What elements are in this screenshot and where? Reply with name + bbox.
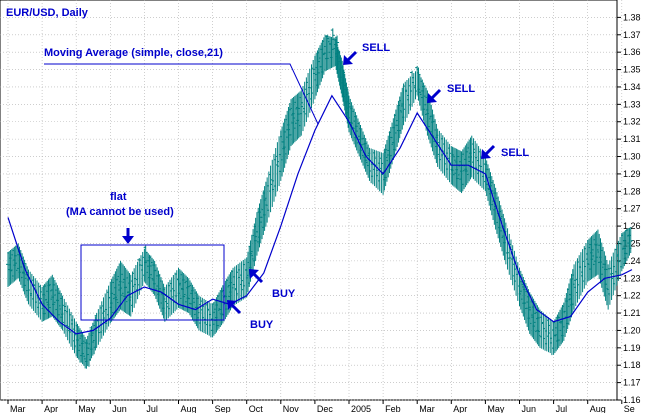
x-tick-label: Apr xyxy=(44,404,58,413)
y-tick-label: 1.24 xyxy=(623,256,641,266)
x-tick-label: Jul xyxy=(556,404,568,413)
plot-frame xyxy=(0,0,618,401)
y-tick-label: 1.16 xyxy=(623,395,641,405)
y-tick-label: 1.17 xyxy=(623,378,641,388)
y-tick-label: 1.20 xyxy=(623,325,641,335)
x-tick-label: May xyxy=(78,404,96,413)
x-tick-label: Mar xyxy=(10,404,26,413)
y-tick-label: 1.35 xyxy=(623,65,641,75)
x-tick-label: Sep xyxy=(215,404,231,413)
y-tick-label: 1.32 xyxy=(623,117,641,127)
y-tick-label: 1.33 xyxy=(623,99,641,109)
flat-title: flat xyxy=(110,191,127,203)
x-tick-label: 2005 xyxy=(351,404,371,413)
ma-annotation-leader xyxy=(44,63,319,125)
sell-label-1: SELL xyxy=(362,42,390,54)
ohlc-bar xyxy=(628,226,633,254)
y-tick-label: 1.30 xyxy=(623,152,641,162)
sell-arrow-icon-3 xyxy=(481,144,496,159)
y-tick-label: 1.19 xyxy=(623,343,641,353)
ohlc-bar xyxy=(335,35,340,74)
x-tick-label: Mar xyxy=(419,404,435,413)
x-tick-label: Dec xyxy=(317,404,334,413)
y-tick-label: 1.29 xyxy=(623,169,641,179)
buy-label-2: BUY xyxy=(250,319,274,331)
y-tick-label: 1.23 xyxy=(623,273,641,283)
x-axis-ticks: Mar Apr May Jun Jul Aug Sep Oct Nov Dec 2005 Feb Mar… xyxy=(7,400,635,413)
buy-arrow-icon-1 xyxy=(249,269,264,284)
y-tick-label: 1.22 xyxy=(623,291,641,301)
y-tick-label: 1.38 xyxy=(623,12,641,22)
moving-average-line-group xyxy=(7,94,633,335)
flat-subtitle: (MA cannot be used) xyxy=(66,206,174,218)
x-tick-label: Nov xyxy=(283,404,300,413)
x-tick-label: Jun xyxy=(112,404,127,413)
buy-label-1: BUY xyxy=(272,288,296,300)
x-tick-label: May xyxy=(487,404,505,413)
x-tick-label: Jun xyxy=(522,404,537,413)
flat-arrow-icon xyxy=(122,228,134,244)
flat-range-box xyxy=(80,244,225,321)
y-tick-label: 1.28 xyxy=(623,186,641,196)
x-tick-label: Feb xyxy=(385,404,401,413)
ohlc-bar xyxy=(330,28,335,68)
y-axis-ticks: 1.16 1.17 1.18 1.19 1.20 1.21 1.22 1.23 1.24 1.25… xyxy=(617,12,641,405)
y-tick-label: 1.18 xyxy=(623,360,641,370)
ohlc-bar xyxy=(416,67,421,101)
y-tick-label: 1.27 xyxy=(623,204,641,214)
x-tick-label: Se xyxy=(624,404,635,413)
moving-average-line xyxy=(7,94,633,335)
x-tick-label: Aug xyxy=(590,404,606,413)
y-tick-label: 1.34 xyxy=(623,82,641,92)
sell-arrow-icon-2 xyxy=(427,88,442,103)
x-tick-label: Jul xyxy=(146,404,158,413)
x-tick-label: Oct xyxy=(249,404,264,413)
x-tick-label: Apr xyxy=(453,404,467,413)
sell-label-2: SELL xyxy=(447,83,475,95)
ma-annotation: Moving Average (simple, close,21) xyxy=(44,47,223,59)
y-tick-label: 1.21 xyxy=(623,308,641,318)
y-tick-label: 1.26 xyxy=(623,221,641,231)
y-tick-label: 1.36 xyxy=(623,47,641,57)
sell-arrow-icon-1 xyxy=(343,50,358,65)
gridlines xyxy=(0,0,623,401)
chart-title: EUR/USD, Daily xyxy=(6,7,89,19)
y-tick-label: 1.31 xyxy=(623,134,641,144)
buy-arrow-icon-2 xyxy=(227,300,242,315)
x-tick-label: Aug xyxy=(181,404,197,413)
sell-label-3: SELL xyxy=(501,147,529,159)
y-tick-label: 1.37 xyxy=(623,30,641,40)
y-tick-label: 1.25 xyxy=(623,238,641,248)
